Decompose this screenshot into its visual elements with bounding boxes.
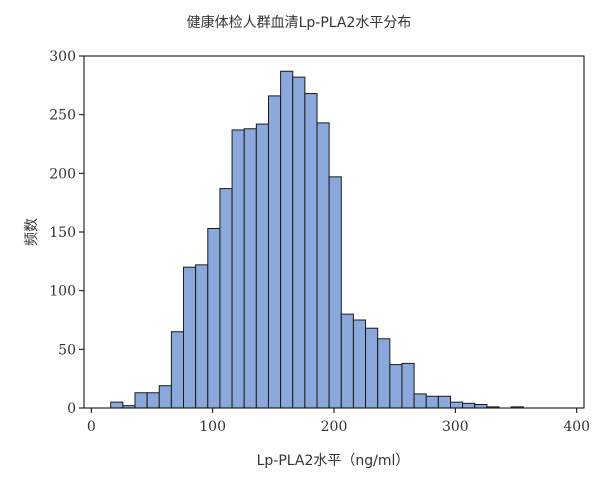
histogram-bar	[377, 338, 391, 409]
histogram-bar	[110, 401, 124, 409]
histogram-bar	[170, 331, 185, 409]
histogram-bar	[425, 395, 439, 409]
histogram-bar	[158, 385, 172, 409]
y-tick-label: 150	[49, 225, 76, 241]
histogram-bar	[146, 392, 160, 409]
x-tick-label: 200	[321, 419, 348, 435]
histogram-bar	[292, 76, 306, 409]
histogram-bar	[462, 402, 476, 409]
histogram-bar	[134, 392, 148, 409]
x-axis-label: Lp-PLA2水平（ng/ml）	[257, 453, 410, 469]
histogram-bar	[219, 188, 233, 409]
y-tick-label: 100	[49, 284, 76, 300]
y-tick-label: 250	[49, 108, 76, 124]
histogram-bar	[328, 176, 342, 409]
histogram-bar	[352, 319, 367, 409]
x-tick-label: 400	[563, 419, 590, 435]
histogram-bar	[389, 364, 403, 409]
histogram-bar	[413, 393, 427, 409]
histogram-bar	[280, 70, 294, 409]
histogram-bar	[474, 403, 488, 409]
histogram-bar	[231, 129, 245, 409]
y-tick-label: 200	[49, 166, 76, 182]
x-tick-label: 300	[442, 419, 469, 435]
histogram-bar	[267, 95, 282, 409]
x-tick-label: 0	[87, 419, 96, 435]
chart-title: 健康体检人群血清Lp-PLA2水平分布	[187, 14, 412, 31]
y-tick-label: 0	[67, 401, 76, 417]
y-tick-label: 50	[58, 342, 76, 358]
histogram-bar	[243, 128, 257, 409]
histogram-bar	[183, 266, 197, 409]
histogram-bar	[195, 264, 209, 409]
histogram-bar	[255, 123, 269, 409]
histogram-bar	[207, 227, 221, 409]
y-axis-label: 频数	[24, 218, 40, 246]
plot-area: 0 100 200 300 400 0 50 100 150 200 250 300	[49, 49, 590, 435]
x-tick-label: 100	[199, 419, 226, 435]
histogram-bar	[304, 93, 318, 409]
histogram-bar	[365, 327, 379, 409]
histogram-bar	[340, 313, 354, 409]
histogram-bar	[450, 401, 464, 409]
histogram-bar	[437, 395, 452, 409]
y-tick-label: 300	[49, 49, 76, 65]
histogram-bar	[401, 362, 415, 409]
histogram-bar	[316, 122, 330, 409]
